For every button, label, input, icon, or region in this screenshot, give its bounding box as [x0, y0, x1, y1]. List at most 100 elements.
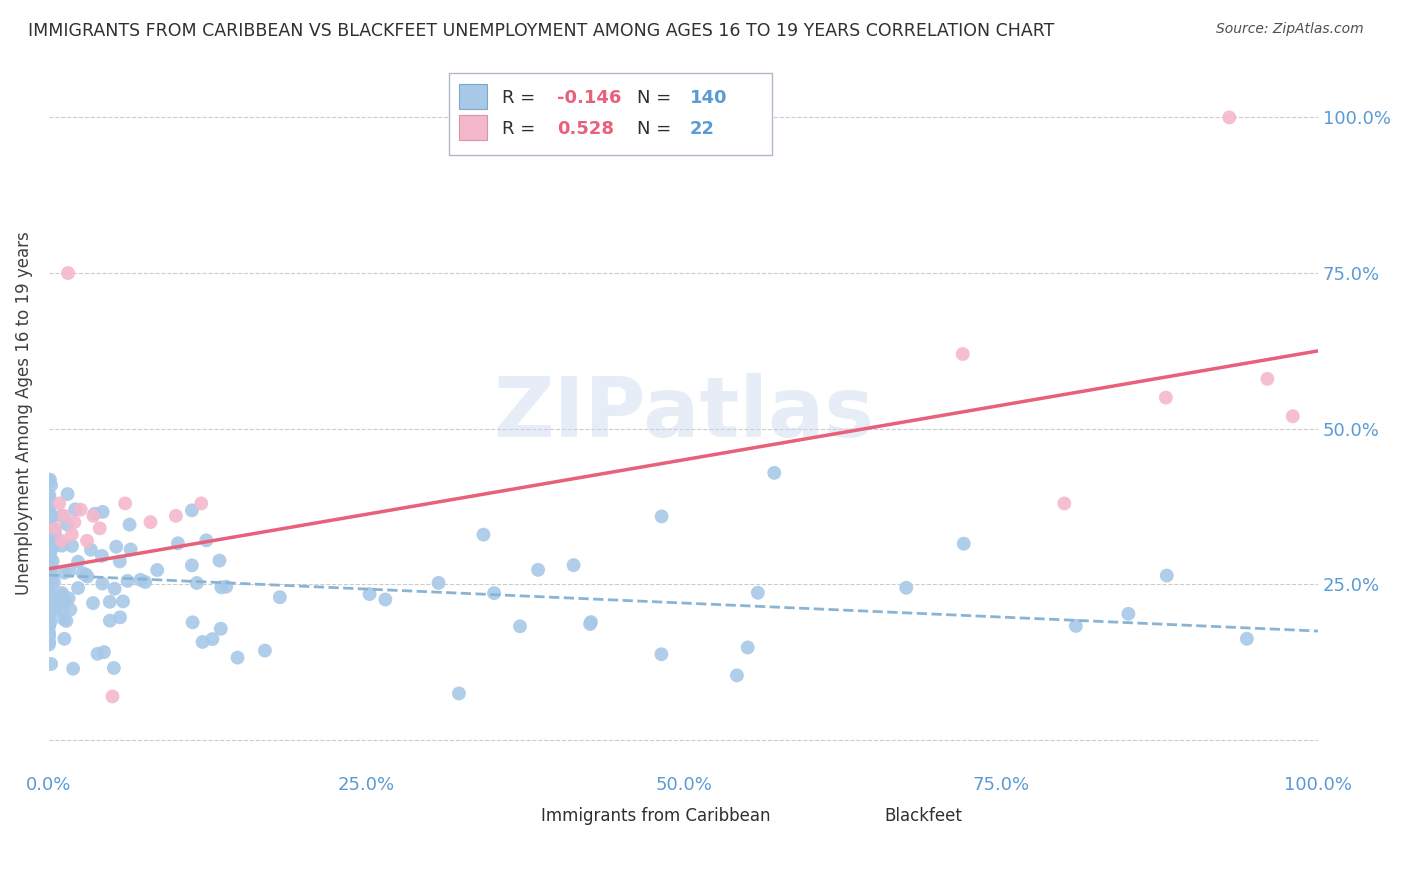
- Text: R =: R =: [502, 120, 541, 137]
- Point: [98, 595, 121, 609]
- Point: [1064, 619, 1087, 633]
- Point: [108, 554, 131, 568]
- Point: [117, 574, 139, 588]
- Point: [41, 509, 63, 524]
- Point: [38, 638, 60, 652]
- Point: [38, 569, 60, 583]
- Point: [82, 596, 104, 610]
- Point: [38, 545, 60, 559]
- Point: [55, 614, 77, 628]
- Point: [42, 526, 65, 541]
- Point: [38, 491, 60, 506]
- Point: [60, 527, 83, 541]
- Point: [38, 554, 60, 568]
- Point: [86, 647, 108, 661]
- Point: [38, 635, 60, 649]
- Point: [108, 610, 131, 624]
- Point: [51, 586, 73, 600]
- Point: [80, 542, 103, 557]
- Point: [38, 610, 60, 624]
- Point: [38, 605, 60, 619]
- Point: [226, 650, 249, 665]
- Point: [42, 537, 65, 551]
- Point: [562, 558, 585, 573]
- Point: [38, 629, 60, 643]
- Point: [51, 539, 73, 553]
- Text: ZIPatlas: ZIPatlas: [494, 373, 875, 454]
- Point: [269, 591, 291, 605]
- Point: [56, 487, 79, 501]
- Point: [38, 550, 60, 565]
- Point: [201, 632, 224, 646]
- Point: [82, 508, 104, 523]
- Point: [63, 502, 86, 516]
- Point: [118, 517, 141, 532]
- Point: [38, 488, 60, 502]
- Point: [103, 661, 125, 675]
- Point: [98, 614, 121, 628]
- Point: [195, 533, 218, 548]
- Bar: [458, 84, 486, 109]
- Text: 22: 22: [690, 120, 714, 137]
- Point: [1256, 372, 1278, 386]
- Point: [181, 558, 204, 573]
- Point: [58, 591, 80, 606]
- Point: [1118, 607, 1140, 621]
- Text: 140: 140: [690, 89, 727, 107]
- Point: [952, 347, 974, 361]
- Point: [374, 592, 396, 607]
- Point: [69, 502, 91, 516]
- Point: [53, 591, 76, 606]
- Point: [120, 542, 142, 557]
- Point: [38, 558, 60, 572]
- Point: [44, 604, 66, 618]
- Point: [509, 619, 531, 633]
- Point: [1218, 111, 1240, 125]
- Point: [651, 509, 673, 524]
- Point: [75, 567, 97, 582]
- Point: [44, 522, 66, 536]
- Point: [39, 478, 62, 492]
- Point: [38, 625, 60, 640]
- Point: [60, 539, 83, 553]
- Point: [51, 533, 73, 548]
- Point: [93, 645, 115, 659]
- Point: [59, 602, 82, 616]
- Point: [72, 566, 94, 581]
- Point: [91, 576, 114, 591]
- Point: [38, 560, 60, 574]
- Point: [89, 521, 111, 535]
- Point: [39, 657, 62, 671]
- Point: [38, 504, 60, 518]
- Point: [38, 567, 60, 582]
- Point: [67, 555, 90, 569]
- Point: [45, 599, 67, 614]
- Point: [190, 496, 212, 510]
- Point: [39, 473, 62, 487]
- Point: [44, 521, 66, 535]
- Point: [39, 573, 62, 587]
- Point: [209, 622, 232, 636]
- Point: [186, 576, 208, 591]
- Bar: [849, 802, 876, 823]
- Point: [51, 508, 73, 523]
- Point: [129, 573, 152, 587]
- Point: [42, 575, 65, 590]
- Point: [51, 588, 73, 602]
- Point: [39, 553, 62, 567]
- Point: [114, 496, 136, 510]
- Point: [39, 601, 62, 615]
- Point: [139, 515, 162, 529]
- Point: [181, 615, 204, 630]
- Point: [90, 549, 112, 563]
- Point: [51, 601, 73, 615]
- Point: [112, 594, 135, 608]
- Point: [763, 466, 786, 480]
- Point: [180, 503, 202, 517]
- Point: [38, 500, 60, 515]
- Point: [747, 586, 769, 600]
- Point: [45, 530, 67, 544]
- Text: R =: R =: [502, 89, 541, 107]
- Point: [76, 569, 98, 583]
- Point: [38, 474, 60, 488]
